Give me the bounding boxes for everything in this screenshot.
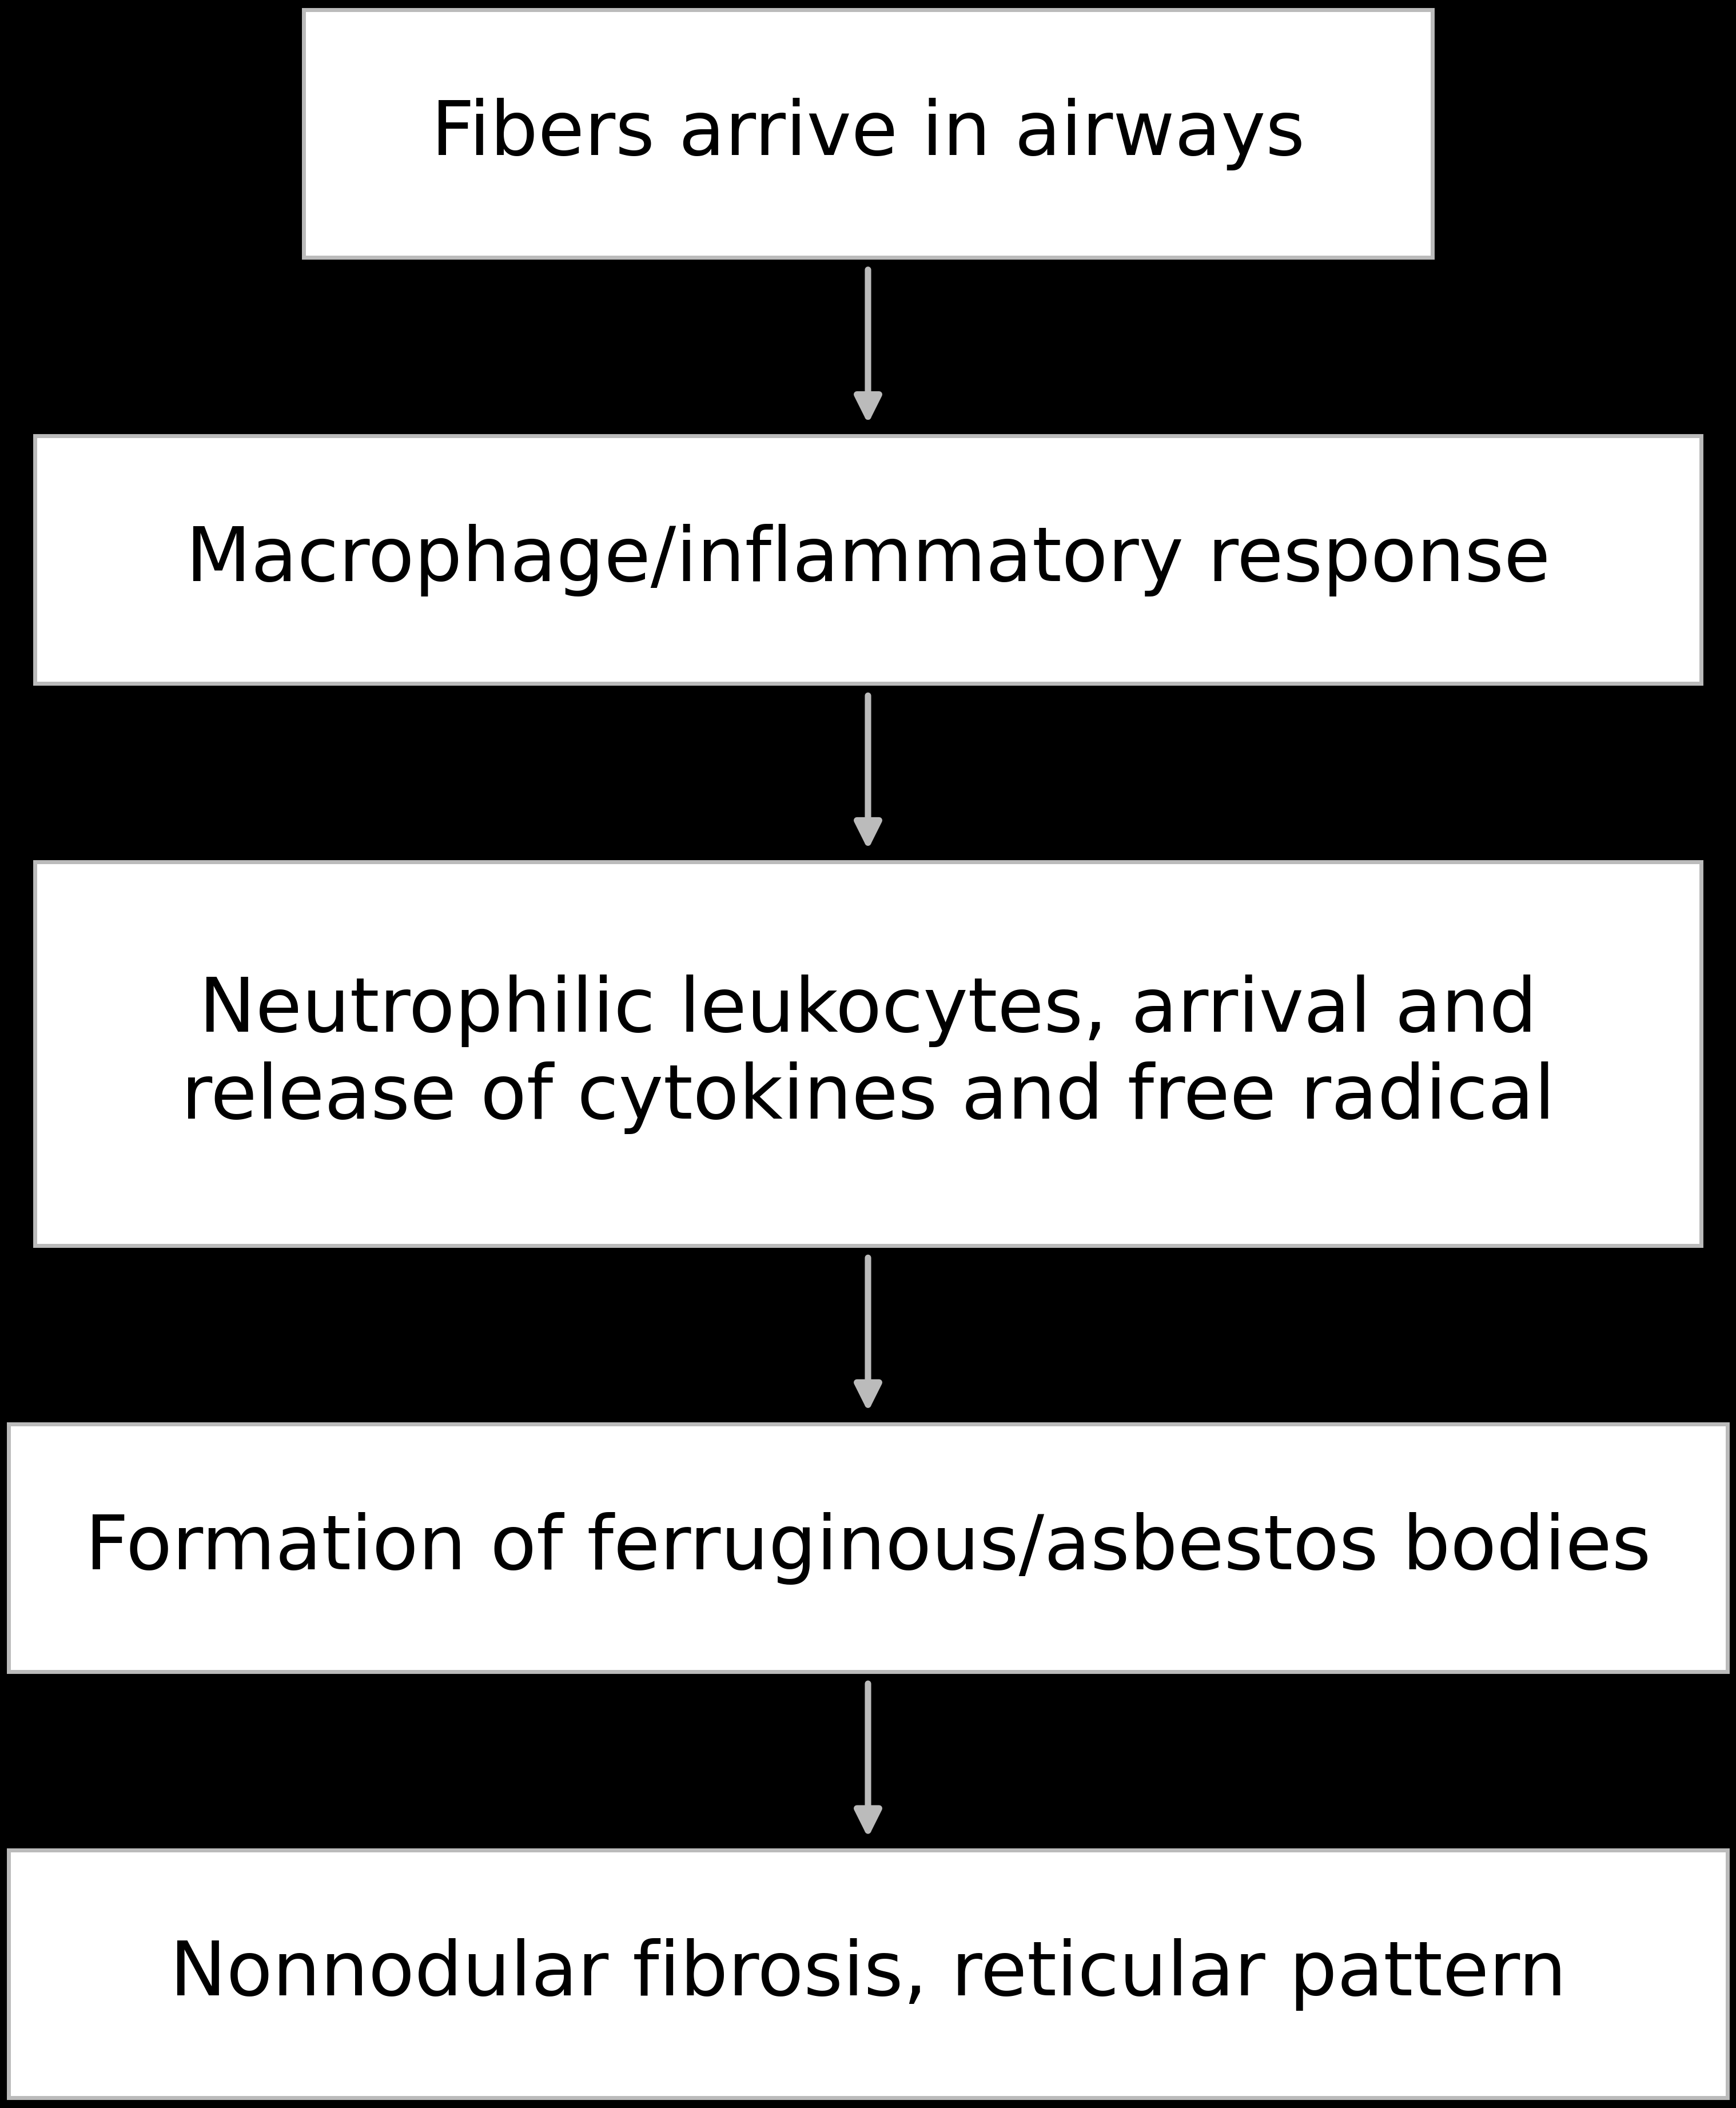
FancyBboxPatch shape <box>304 11 1432 257</box>
Text: Formation of ferruginous/asbestos bodies: Formation of ferruginous/asbestos bodies <box>85 1511 1651 1585</box>
FancyBboxPatch shape <box>9 1851 1727 2097</box>
Text: Macrophage/inflammatory response: Macrophage/inflammatory response <box>186 523 1550 597</box>
Text: Fibers arrive in airways: Fibers arrive in airways <box>431 97 1305 171</box>
FancyBboxPatch shape <box>9 1425 1727 1672</box>
FancyBboxPatch shape <box>35 862 1701 1246</box>
FancyBboxPatch shape <box>35 436 1701 683</box>
Text: Nonnodular fibrosis, reticular pattern: Nonnodular fibrosis, reticular pattern <box>170 1937 1566 2011</box>
Text: Neutrophilic leukocytes, arrival and
release of cytokines and free radical: Neutrophilic leukocytes, arrival and rel… <box>181 974 1555 1134</box>
